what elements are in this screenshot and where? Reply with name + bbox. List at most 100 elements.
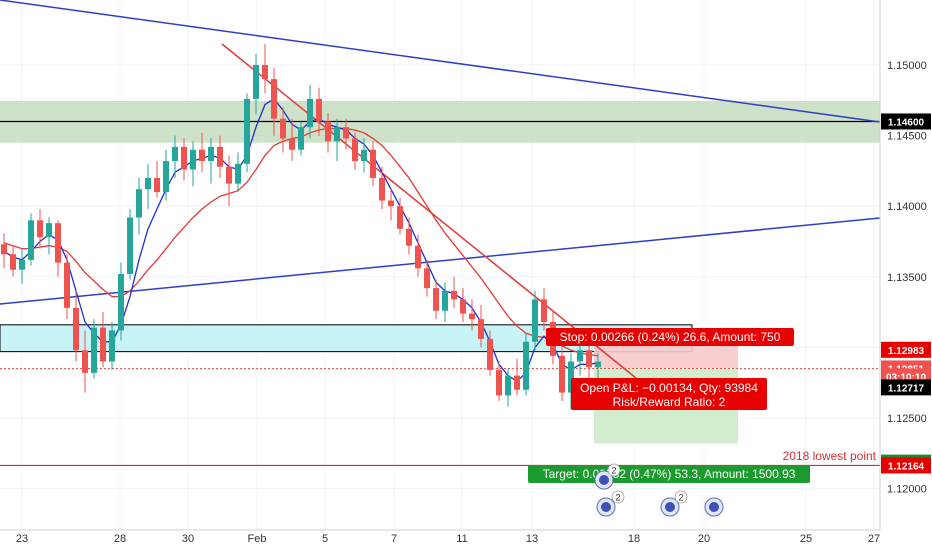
candle <box>505 368 511 407</box>
candle <box>307 84 313 139</box>
candle-body <box>19 259 25 270</box>
us-flag-icon[interactable] <box>596 497 616 517</box>
price-tag-text: 1.14600 <box>888 117 925 128</box>
badge-text: 2 <box>615 493 620 503</box>
eu-flag-icon-core <box>665 502 675 512</box>
price-tag[interactable]: 1.12717 <box>881 379 931 396</box>
candle <box>370 141 376 187</box>
price-axis[interactable]: 1.150001.145001.140001.135001.130001.125… <box>879 0 932 530</box>
candle-body <box>28 220 34 260</box>
candle <box>199 132 205 173</box>
pnl-line-2: Risk/Reward Ratio: 2 <box>613 395 726 409</box>
event-icons[interactable]: 2 2 2 <box>594 463 724 517</box>
time-tick-label: 23 <box>16 533 28 545</box>
price-tag[interactable]: 1.14600 <box>881 113 931 130</box>
event-count-badge[interactable]: 2 <box>674 490 688 504</box>
event-count-badge[interactable]: 2 <box>611 490 625 504</box>
eu-flag-icon-core <box>599 475 609 485</box>
red-trendline[interactable] <box>221 43 637 379</box>
price-tag-text: 1.12164 <box>888 461 925 472</box>
candle <box>541 288 547 331</box>
blue-descending-trendline[interactable] <box>0 0 881 123</box>
candle <box>100 312 106 368</box>
candle-body <box>334 127 340 142</box>
price-tag-bg <box>881 379 931 396</box>
candle-body <box>280 118 286 139</box>
candle <box>460 288 466 322</box>
eu-flag-icon-core <box>709 502 719 512</box>
candle-body <box>145 177 151 190</box>
candle-body <box>262 65 268 80</box>
candle-body <box>226 166 232 184</box>
candle-body <box>55 223 61 263</box>
price-tick-label: 1.14000 <box>887 201 927 213</box>
candle-body <box>253 65 259 99</box>
time-tick-label: 18 <box>628 533 640 545</box>
eu-flag-icon[interactable] <box>594 470 614 490</box>
badge-text: 2 <box>611 466 616 476</box>
eu-flag-icon[interactable] <box>660 497 680 517</box>
candle <box>145 163 151 210</box>
candle-body <box>577 350 583 362</box>
price-tag[interactable]: 1.12164 <box>881 457 931 474</box>
candle-body <box>181 146 187 170</box>
candle <box>172 135 178 178</box>
candle-body <box>244 98 250 164</box>
candle <box>109 321 115 370</box>
candle-body <box>433 288 439 311</box>
candle <box>343 118 349 150</box>
candle <box>496 361 502 402</box>
blue-ascending-trendline[interactable] <box>0 217 881 305</box>
target-label[interactable]: Target: 0.00532 (0.47%) 53.3, Amount: 15… <box>528 465 810 483</box>
candle-body <box>343 127 349 139</box>
candle <box>244 93 250 173</box>
candle-body <box>451 290 457 300</box>
position-annotations[interactable]: Stop: 0.00266 (0.24%) 26.6, Amount: 750 O… <box>528 328 877 483</box>
candle-body <box>316 98 322 122</box>
candle-body <box>541 299 547 322</box>
price-axis-bg <box>880 0 932 530</box>
candle-body <box>595 361 601 368</box>
price-tag[interactable]: 1.12983 <box>881 341 931 358</box>
candle-body <box>73 307 79 351</box>
candle <box>217 135 223 178</box>
candle-body <box>370 149 376 178</box>
candle-body <box>460 299 466 314</box>
candle-body <box>199 149 205 162</box>
price-tag-text: 1.12983 <box>888 346 925 357</box>
event-count-badge[interactable]: 2 <box>607 463 621 477</box>
candle <box>1 233 7 269</box>
candle <box>523 333 529 396</box>
pnl-line-1: Open P&L: −0.00134, Qty: 93984 <box>580 381 758 395</box>
candle-body <box>1 244 7 255</box>
candle <box>181 138 187 181</box>
candle <box>424 259 430 297</box>
lowest-2018-label: 2018 lowest point <box>783 449 877 463</box>
candle <box>262 43 268 94</box>
candle-body <box>568 361 574 393</box>
candle <box>154 161 160 198</box>
price-tag-bg <box>881 457 931 474</box>
candle <box>379 166 385 210</box>
candlesticks <box>1 43 601 410</box>
time-tick-label: 5 <box>322 533 328 545</box>
time-axis[interactable]: 23 28 30 Feb 5 7 11 13 18 20 25 27 <box>0 529 932 550</box>
candle <box>91 319 97 379</box>
candle-body <box>505 375 511 396</box>
stop-label[interactable]: Stop: 0.00266 (0.24%) 26.6, Amount: 750 <box>546 328 794 346</box>
time-tick-label: 7 <box>391 533 397 545</box>
candle <box>559 347 565 402</box>
time-tick-label: 20 <box>698 533 710 545</box>
candle-body <box>154 177 160 193</box>
candle <box>514 358 520 396</box>
candle <box>73 290 79 362</box>
price-tag-bg <box>881 113 931 130</box>
pnl-label[interactable] <box>571 378 767 410</box>
badge-bg <box>674 490 688 504</box>
drawn-lines[interactable] <box>0 0 881 467</box>
candle <box>136 177 142 235</box>
candle <box>406 217 412 255</box>
eu-flag-icon[interactable] <box>704 497 724 517</box>
